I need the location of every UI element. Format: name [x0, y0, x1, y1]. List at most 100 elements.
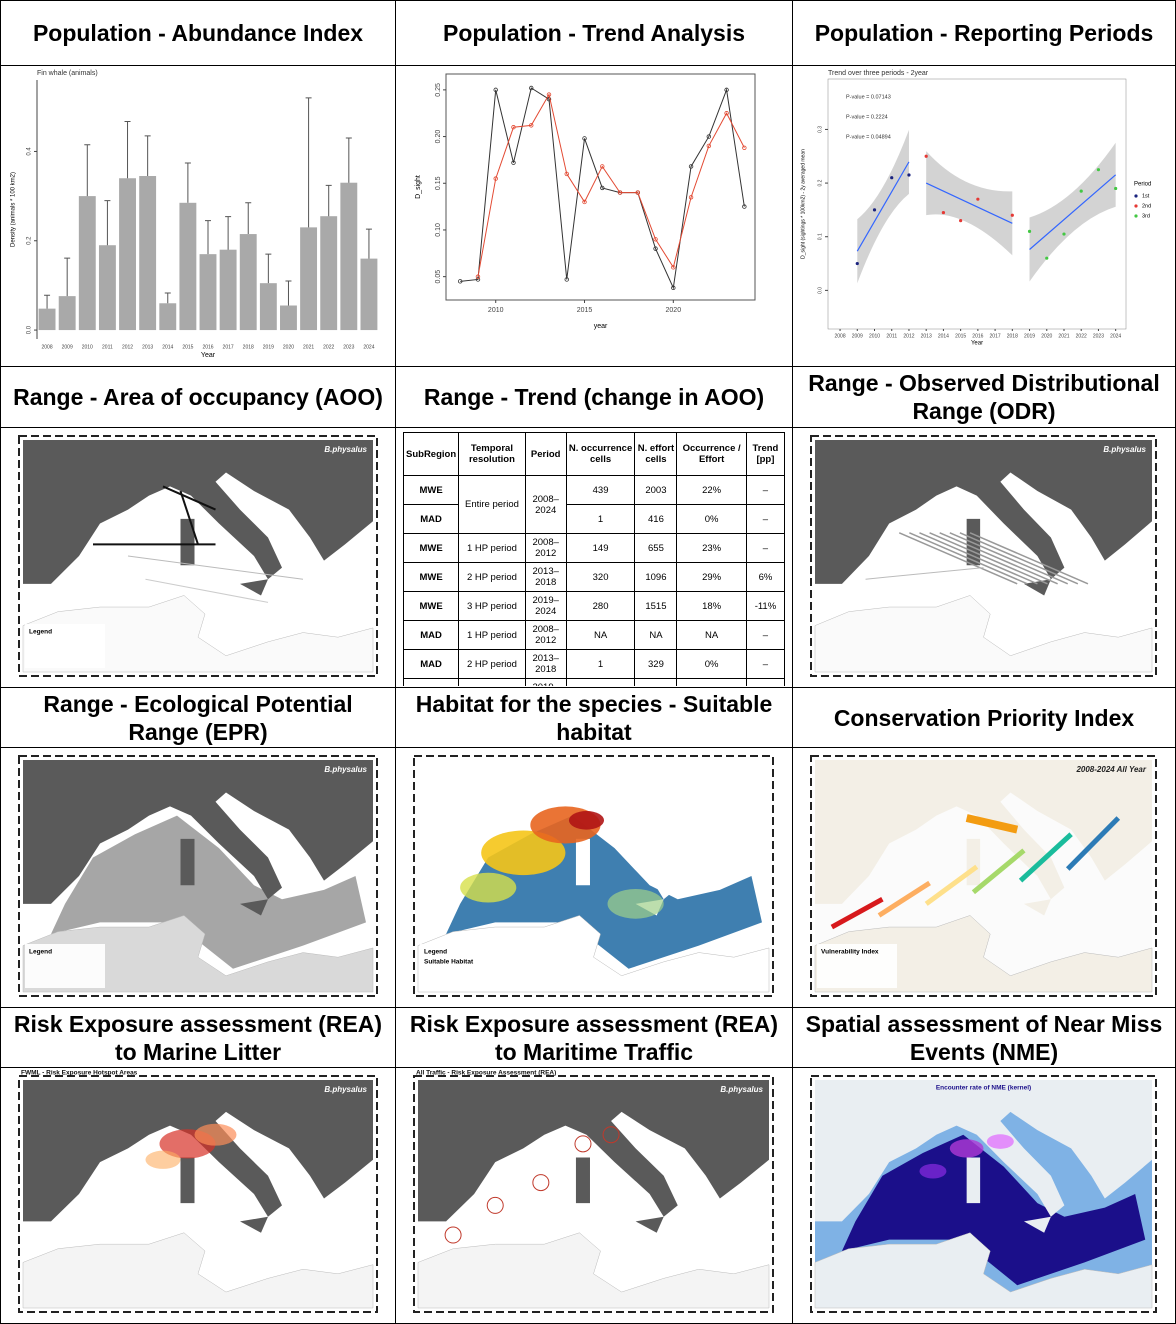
x-tick-label: 2010 [82, 344, 93, 350]
y-tick-label: 0.25 [435, 83, 442, 97]
panel-title: Range - Ecological Potential Range (EPR) [1, 688, 395, 748]
map-legend-label: Suitable Habitat [424, 959, 474, 966]
table-cell: 2013–2018 [525, 563, 566, 592]
table-cell: 29% [677, 563, 746, 592]
panel-body: Encounter rate of NME (kernel) [793, 1068, 1175, 1322]
point [743, 146, 747, 150]
x-tick-label: 2016 [202, 344, 213, 350]
table-cell: 416 [635, 505, 677, 534]
table-cell: 18% [677, 592, 746, 621]
table-cell: 1515 [635, 592, 677, 621]
table-cell: 2013–2018 [525, 650, 566, 679]
map-legend-label: Legend [29, 629, 52, 636]
error-bar [366, 229, 372, 258]
error-bar [346, 138, 352, 183]
table-cell: MAD [404, 505, 459, 534]
legend-label: 1st [1142, 193, 1150, 199]
error-bar [145, 136, 151, 176]
series-line [478, 95, 744, 277]
x-tick-label: 2014 [162, 344, 173, 350]
bar [79, 196, 96, 330]
trend-line [857, 162, 909, 251]
panel: Range - Observed Distributional Range (O… [793, 367, 1176, 688]
panel-body: B.physalus Legend Suitable Habitat [396, 748, 792, 1006]
chart: Trend over three periods - 2year0.00.10.… [793, 66, 1174, 365]
table-cell: MAD [404, 621, 459, 650]
table-cell: 0% [677, 679, 746, 687]
bar [179, 203, 196, 330]
y-tick-label: 0.10 [435, 223, 442, 237]
bar [260, 283, 277, 330]
island [967, 839, 980, 885]
panel: Habitat for the species - Suitable habit… [396, 688, 793, 1008]
map-blob [987, 1134, 1014, 1149]
point [856, 262, 859, 265]
table-row: MAD2 HP period2013–201813290%– [404, 650, 785, 679]
y-tick-label: 0.2 [27, 236, 33, 245]
x-tick-label: 2017 [990, 333, 1001, 339]
map-blob [460, 873, 516, 903]
trend-line [1030, 175, 1116, 250]
island [181, 839, 195, 885]
panel-title: Range - Observed Distributional Range (O… [793, 367, 1175, 428]
panel: Spatial assessment of Near Miss Events (… [793, 1008, 1176, 1324]
map-species: B.physalus [720, 765, 763, 774]
point [959, 219, 962, 222]
error-bar [245, 203, 251, 234]
bar [360, 259, 377, 330]
map-species: 2008-2024 All Year [1075, 765, 1146, 774]
x-tick-label: 2019 [263, 344, 274, 350]
bar [280, 306, 297, 331]
map-blob [950, 1139, 984, 1157]
x-tick-label: 2013 [142, 344, 153, 350]
table-cell: 280 [566, 592, 635, 621]
bar [39, 309, 56, 330]
table-row: MWEEntire period2008–2024439200322%– [404, 476, 785, 505]
x-tick-label: 2021 [1058, 333, 1069, 339]
panel-body: B.physalus [793, 428, 1175, 686]
map-legend-label: Legend [424, 949, 447, 956]
bar [340, 183, 357, 330]
x-tick-label: 2020 [1041, 333, 1052, 339]
panel-body: SubRegionTemporal resolutionPeriodN. occ… [396, 428, 792, 686]
bar [320, 216, 337, 330]
table-cell: NA [566, 621, 635, 650]
panel-body: Fin whale (animals)0.00.20.4200820092010… [1, 66, 395, 365]
x-tick-label: 2014 [938, 333, 949, 339]
island [181, 1158, 195, 1204]
x-tick-label: 2015 [182, 344, 193, 350]
table-cell: 320 [566, 563, 635, 592]
table-cell: 361 [635, 679, 677, 687]
x-tick-label: 2024 [363, 344, 374, 350]
bar [119, 178, 136, 330]
map-blob [919, 1164, 946, 1179]
point [1028, 230, 1031, 233]
table-cell: 1 [566, 505, 635, 534]
table-cell: 1 [566, 650, 635, 679]
point [1011, 214, 1014, 217]
point [1080, 190, 1083, 193]
chart-title: Trend over three periods - 2year [828, 70, 929, 77]
x-tick-label: 2015 [577, 307, 593, 314]
map: B.physalusLegend [1, 428, 395, 686]
panel-body: B.physalusAll Traffic - Risk Exposure As… [396, 1068, 792, 1322]
x-tick-label: 2011 [886, 333, 897, 339]
table-cell: 2019–2024 [525, 592, 566, 621]
point [976, 198, 979, 201]
x-tick-label: 2024 [1110, 333, 1121, 339]
map: B.physalusLegend [1, 748, 395, 1006]
y-tick-label: 0.0 [27, 325, 33, 334]
table-cell: – [746, 621, 784, 650]
header-cell: SubRegion [404, 433, 459, 476]
x-tick-label: 2015 [955, 333, 966, 339]
y-tick-label: 0.3 [817, 126, 823, 133]
legend-swatch [1134, 204, 1137, 207]
table-cell: 3 HP period [459, 679, 526, 687]
table-cell: 6% [746, 563, 784, 592]
table-cell: -11% [746, 592, 784, 621]
error-bar [165, 293, 171, 303]
